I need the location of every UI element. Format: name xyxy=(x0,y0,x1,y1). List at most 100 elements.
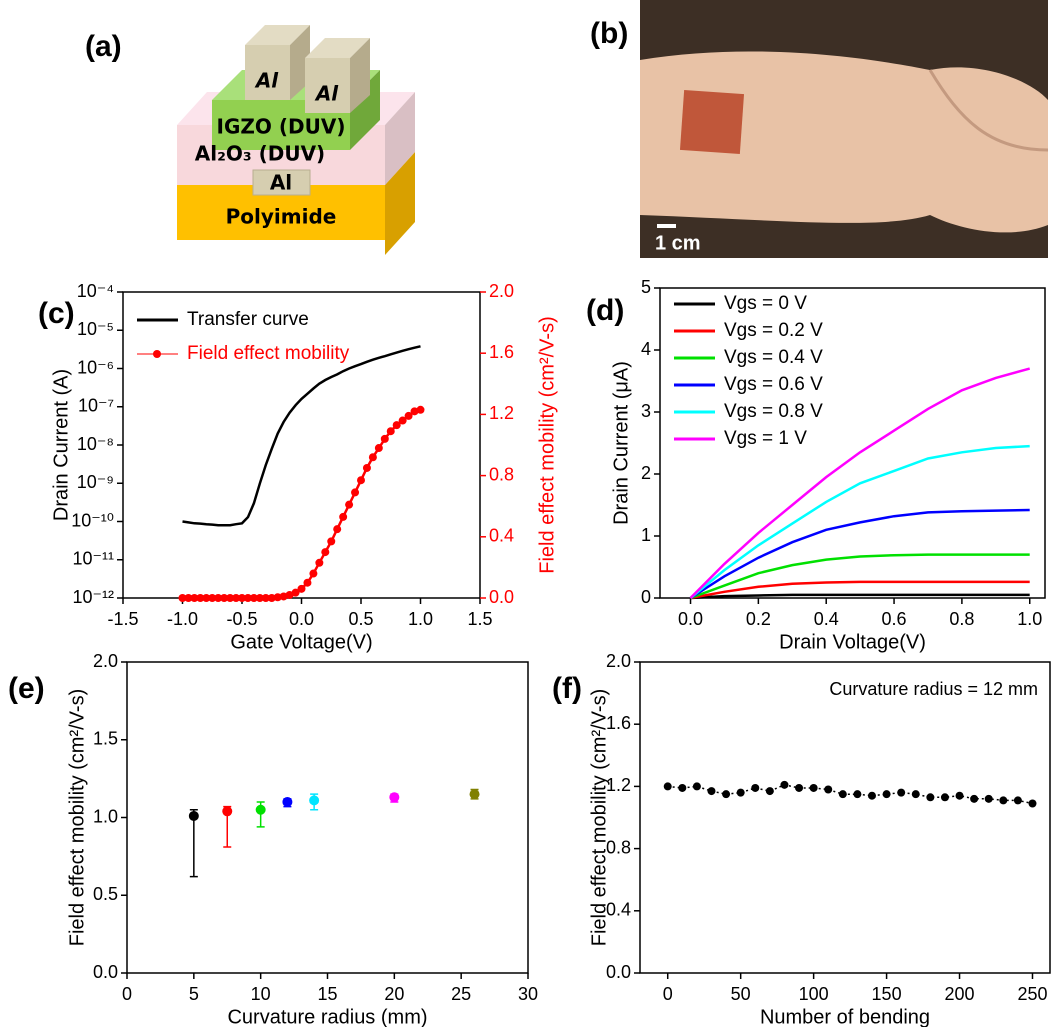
legend-label: Field effect mobility xyxy=(187,343,350,364)
panel-label: (b) xyxy=(590,17,628,50)
y2-axis-title: Field effect mobility (cm²/V-s) xyxy=(536,316,558,573)
data-point xyxy=(189,811,199,821)
data-point xyxy=(810,784,818,792)
x-axis-title: Gate Voltage(V) xyxy=(230,631,372,653)
x-tick-label: 100 xyxy=(799,984,829,1004)
annotation: Curvature radius = 12 mm xyxy=(829,679,1038,699)
panel-label: (d) xyxy=(586,294,624,327)
data-point xyxy=(387,427,395,435)
data-point xyxy=(298,585,306,593)
data-point xyxy=(417,406,425,414)
data-point xyxy=(1028,800,1036,808)
x-tick-label: 5 xyxy=(189,984,199,1004)
y-tick-label: 10⁻⁹ xyxy=(77,472,114,492)
data-point xyxy=(389,792,399,802)
x-tick-label: -0.5 xyxy=(226,609,257,629)
legend-label: Vgs = 0.4 V xyxy=(724,347,823,368)
data-point xyxy=(795,784,803,792)
data-point xyxy=(780,781,788,789)
x-tick-label: 25 xyxy=(451,984,471,1004)
x-tick-label: 1.0 xyxy=(408,609,433,629)
legend-label: Transfer curve xyxy=(187,309,309,330)
y-axis-title: Field effect mobility (cm²/V-s) xyxy=(588,689,610,946)
device-patch xyxy=(680,90,744,154)
x-axis-title: Drain Voltage(V) xyxy=(779,631,926,653)
data-point xyxy=(345,501,353,509)
y-tick-label: 3 xyxy=(641,401,651,421)
x-tick-label: 0.6 xyxy=(882,609,907,629)
data-point xyxy=(369,453,377,461)
data-point xyxy=(309,570,317,578)
x-tick-label: 0 xyxy=(663,984,673,1004)
y-tick-label: 10⁻⁷ xyxy=(78,396,114,416)
y2-tick-label: 2.0 xyxy=(489,281,514,301)
y-tick-label: 4 xyxy=(641,339,651,359)
substrate-label: Polyimide xyxy=(226,205,337,229)
device-diagram: (a) Al Al IGZO (DUV) Al₂O₃ (DUV) Al Poly… xyxy=(85,25,415,255)
x-tick-label: -1.0 xyxy=(167,609,198,629)
legend-label: Vgs = 0.2 V xyxy=(724,320,823,341)
data-point xyxy=(912,790,920,798)
y-tick-label: 10⁻⁶ xyxy=(77,357,114,377)
y-tick-label: 0 xyxy=(641,587,651,607)
y-tick-label: 2.0 xyxy=(606,651,631,671)
x-tick-label: 1.5 xyxy=(467,609,492,629)
y2-tick-label: 0.0 xyxy=(489,587,514,607)
data-point xyxy=(751,784,759,792)
x-tick-label: 150 xyxy=(872,984,902,1004)
x-tick-label: 0.0 xyxy=(678,609,703,629)
data-point xyxy=(926,793,934,801)
legend-marker xyxy=(153,350,161,358)
data-point xyxy=(970,795,978,803)
data-point xyxy=(999,796,1007,804)
y-tick-label: 1.0 xyxy=(93,806,118,826)
y-tick-label: 1 xyxy=(641,525,651,545)
data-point xyxy=(339,513,347,521)
data-point xyxy=(678,784,686,792)
y-tick-label: 1.5 xyxy=(93,729,118,749)
data-point xyxy=(839,790,847,798)
data-point xyxy=(256,805,266,815)
data-point xyxy=(664,782,672,790)
plot-frame xyxy=(123,292,480,598)
data-point xyxy=(853,790,861,798)
scale-bar-label: 1 cm xyxy=(655,232,701,254)
x-tick-label: 0.2 xyxy=(746,609,771,629)
panel-label: (e) xyxy=(8,672,45,705)
x-axis-title: Curvature radius (mm) xyxy=(227,1006,427,1027)
gate-label: Al xyxy=(270,171,292,195)
plot-frame xyxy=(660,288,1045,598)
legend-label: Vgs = 1 V xyxy=(724,428,807,449)
data-point xyxy=(222,806,232,816)
x-tick-label: 0.4 xyxy=(814,609,839,629)
y2-tick-label: 0.8 xyxy=(489,464,514,484)
y-tick-label: 0.0 xyxy=(93,962,118,982)
dielectric-label: Al₂O₃ (DUV) xyxy=(195,142,325,166)
y-tick-label: 10⁻¹² xyxy=(72,587,114,607)
data-line xyxy=(691,555,1030,598)
plot-frame xyxy=(640,662,1050,973)
y-axis-title: Drain Current (A) xyxy=(50,369,72,521)
data-point xyxy=(321,548,329,556)
data-point xyxy=(470,789,480,799)
x-tick-label: 0.8 xyxy=(949,609,974,629)
x-tick-label: 1.0 xyxy=(1017,609,1042,629)
data-point xyxy=(956,792,964,800)
panel-label: (a) xyxy=(85,30,122,63)
x-tick-label: 0.0 xyxy=(289,609,314,629)
data-point xyxy=(707,787,715,795)
data-point xyxy=(737,789,745,797)
plot-frame xyxy=(127,662,528,973)
data-point xyxy=(824,786,832,794)
data-point xyxy=(766,787,774,795)
x-tick-label: 20 xyxy=(384,984,404,1004)
data-point xyxy=(693,782,701,790)
legend-label: Vgs = 0 V xyxy=(724,293,807,314)
y-tick-label: 10⁻⁵ xyxy=(77,319,114,339)
legend-label: Vgs = 0.6 V xyxy=(724,374,823,395)
legend-label: Vgs = 0.8 V xyxy=(724,401,823,422)
y-axis-title: Field effect mobility (cm²/V-s) xyxy=(66,689,88,946)
y-tick-label: 10⁻⁴ xyxy=(77,281,114,301)
y-tick-label: 5 xyxy=(641,277,651,297)
data-point xyxy=(363,464,371,472)
